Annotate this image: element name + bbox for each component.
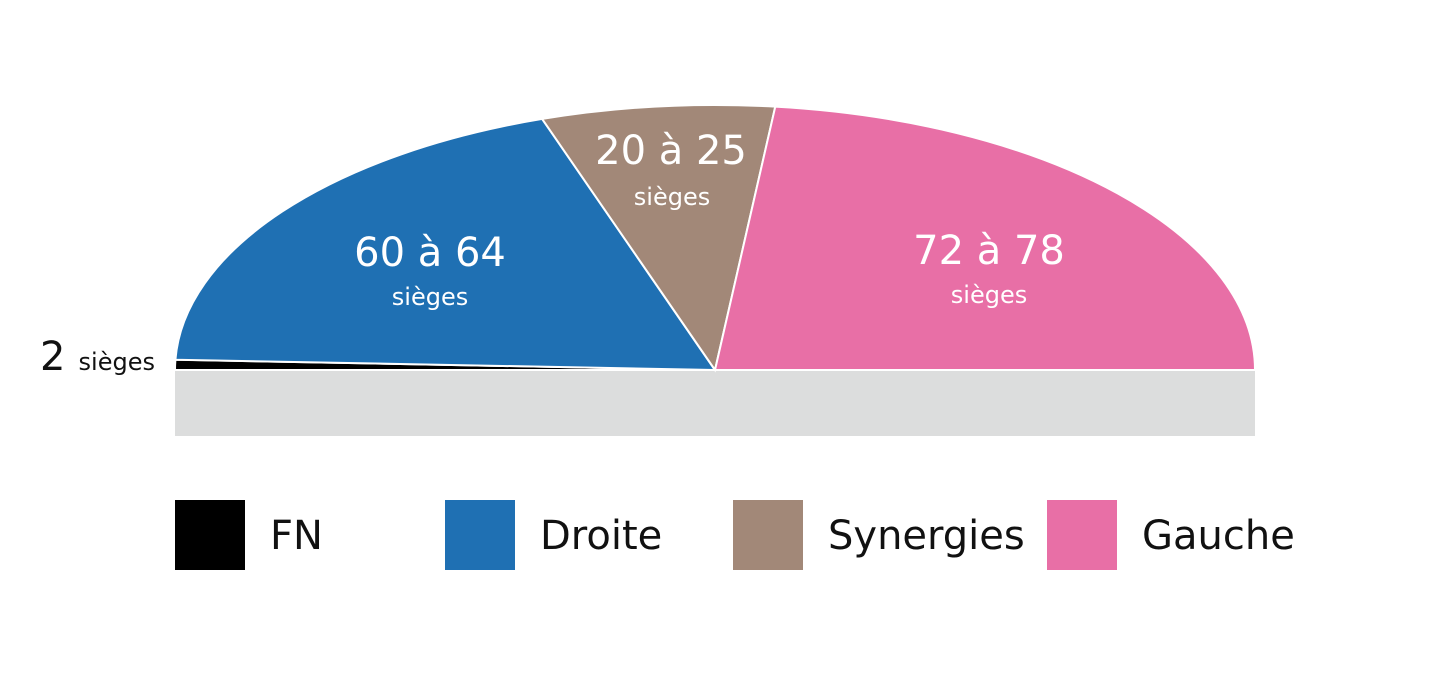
synergies-seat-unit: sièges	[634, 183, 710, 211]
slice-droite	[174, 117, 717, 372]
droite-seat-number: 60 à 64	[354, 230, 506, 276]
slice-synergies	[540, 104, 777, 373]
legend-label-fn: FN	[270, 513, 323, 559]
fn-seat-unit: sièges	[79, 348, 155, 376]
legend: FN Droite Synergies Gauche	[175, 500, 1295, 570]
gauche-seat-unit: sièges	[951, 281, 1027, 309]
fn-seat-number: 2	[40, 334, 65, 380]
droite-seat-unit: sièges	[392, 283, 468, 311]
fn-seat-count-label: 2 sièges	[40, 334, 155, 380]
legend-swatch-fn	[175, 500, 245, 570]
legend-swatch-droite	[445, 500, 515, 570]
legend-label-droite: Droite	[540, 513, 662, 559]
synergies-seat-number: 20 à 25	[595, 128, 747, 174]
legend-swatch-gauche	[1047, 500, 1117, 570]
gauche-seat-number: 72 à 78	[913, 228, 1065, 274]
legend-label-gauche: Gauche	[1142, 513, 1295, 559]
slice-gauche	[713, 105, 1257, 371]
chart-base-bar	[175, 370, 1255, 436]
legend-label-synergies: Synergies	[828, 513, 1025, 559]
legend-swatch-synergies	[733, 500, 803, 570]
